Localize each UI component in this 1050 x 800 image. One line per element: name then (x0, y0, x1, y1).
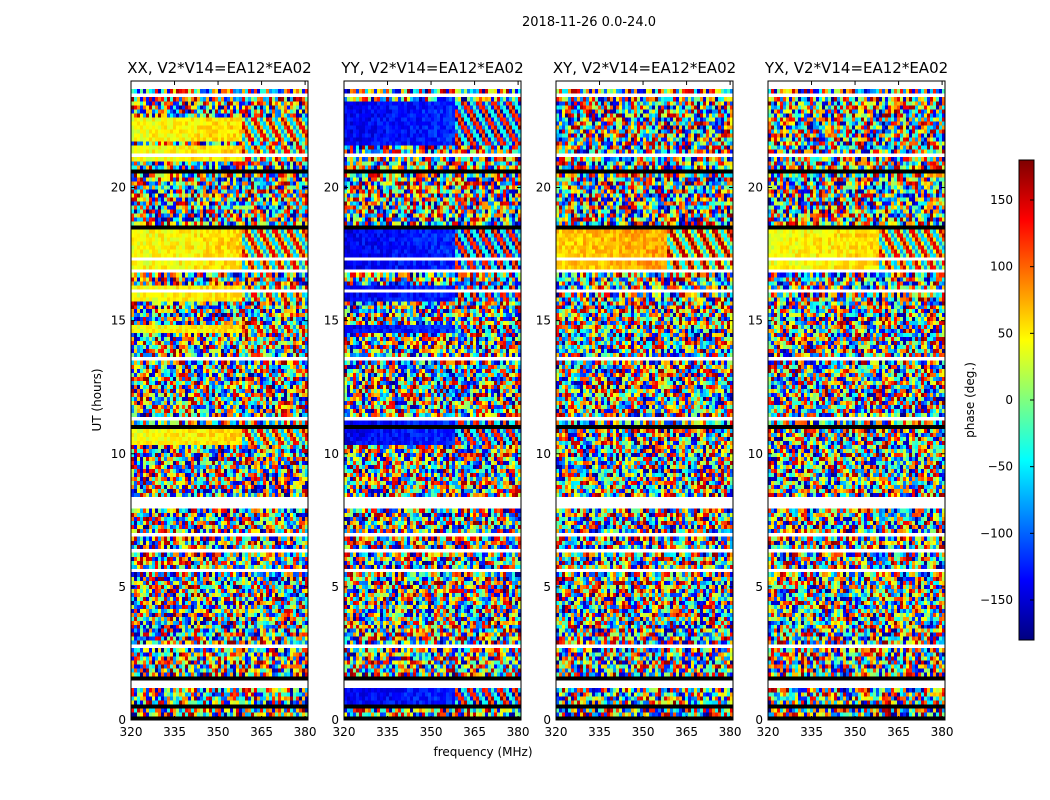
panel-frame (767, 80, 946, 721)
x-tick-label: 350 (844, 725, 867, 739)
colorbar-tick-label: −100 (980, 526, 1013, 540)
x-tick-label: 380 (294, 725, 317, 739)
phase-cells (344, 88, 522, 721)
y-tick-label: 10 (748, 447, 763, 461)
x-tick-label: 320 (120, 725, 143, 739)
colorbar: −150 −100 −50 0 50 100 150 phase (deg.) (963, 159, 1035, 641)
panel-1: XX, V2*V14=EA12*EA02 320 335 350 365 380 0 5 10 1… (111, 59, 317, 739)
x-tick-label: 350 (207, 725, 230, 739)
y-tick-label: 15 (111, 314, 126, 328)
y-tick-label: 10 (324, 447, 339, 461)
y-tick-label: 20 (111, 181, 126, 195)
panel-4: YX, V2*V14=EA12*EA02 320 335 350 365 380 0 5 10 1… (748, 59, 954, 739)
y-tick-label: 5 (543, 580, 551, 594)
y-tick-label: 5 (331, 580, 339, 594)
y-axis-label: UT (hours) (90, 368, 104, 431)
y-tick-label: 20 (748, 181, 763, 195)
x-tick-label: 365 (887, 725, 910, 739)
y-tick-label: 20 (536, 181, 551, 195)
panel-title: XX, V2*V14=EA12*EA02 (127, 59, 311, 77)
y-tick-label: 0 (118, 713, 126, 727)
y-tick-label: 15 (324, 314, 339, 328)
colorbar-tick-label: −150 (980, 593, 1013, 607)
panel-frame (343, 80, 522, 721)
panel-3: XY, V2*V14=EA12*EA02 320 335 350 365 380 0 5 10 1… (536, 59, 742, 739)
figure-title: 2018-11-26 0.0-24.0 (522, 15, 656, 30)
x-tick-label: 350 (420, 725, 443, 739)
y-tick-label: 10 (111, 447, 126, 461)
y-tick-label: 15 (536, 314, 551, 328)
y-tick-label: 0 (331, 713, 339, 727)
x-tick-label: 365 (463, 725, 486, 739)
x-tick-label: 350 (632, 725, 655, 739)
panel-title: XY, V2*V14=EA12*EA02 (553, 59, 736, 77)
phase-cells (768, 88, 946, 721)
colorbar-tick-label: −50 (988, 460, 1013, 474)
x-tick-label: 335 (588, 725, 611, 739)
phase-cells (556, 88, 734, 721)
x-tick-label: 335 (800, 725, 823, 739)
y-tick-label: 5 (118, 580, 126, 594)
x-tick-label: 320 (757, 725, 780, 739)
y-tick-label: 0 (543, 713, 551, 727)
colorbar-tick-label: 150 (990, 193, 1013, 207)
x-tick-label: 335 (376, 725, 399, 739)
colorbar-tick-label: 50 (998, 326, 1013, 340)
panel-title: YY, V2*V14=EA12*EA02 (340, 59, 523, 77)
colorbar-tick-label: 100 (990, 260, 1013, 274)
phase-cells (131, 88, 309, 721)
x-tick-label: 380 (719, 725, 742, 739)
colorbar-label: phase (deg.) (963, 362, 977, 438)
panel-frame (130, 80, 309, 721)
panel-2: YY, V2*V14=EA12*EA02 320 335 350 365 380 0 5 10 1… (324, 59, 530, 739)
x-tick-label: 380 (507, 725, 530, 739)
y-tick-label: 10 (536, 447, 551, 461)
x-tick-label: 320 (545, 725, 568, 739)
x-axis-label: frequency (MHz) (433, 745, 532, 759)
x-tick-label: 365 (675, 725, 698, 739)
x-tick-label: 320 (333, 725, 356, 739)
panels: XX, V2*V14=EA12*EA02 320 335 350 365 380 0 5 10 1… (111, 59, 954, 739)
panel-title: YX, V2*V14=EA12*EA02 (764, 59, 948, 77)
y-tick-label: 0 (755, 713, 763, 727)
colorbar-tick-label: 0 (1005, 393, 1013, 407)
y-tick-label: 20 (324, 181, 339, 195)
y-tick-label: 15 (748, 314, 763, 328)
x-tick-label: 335 (163, 725, 186, 739)
panel-frame (555, 80, 734, 721)
x-tick-label: 380 (931, 725, 954, 739)
y-tick-label: 5 (755, 580, 763, 594)
x-tick-label: 365 (250, 725, 273, 739)
